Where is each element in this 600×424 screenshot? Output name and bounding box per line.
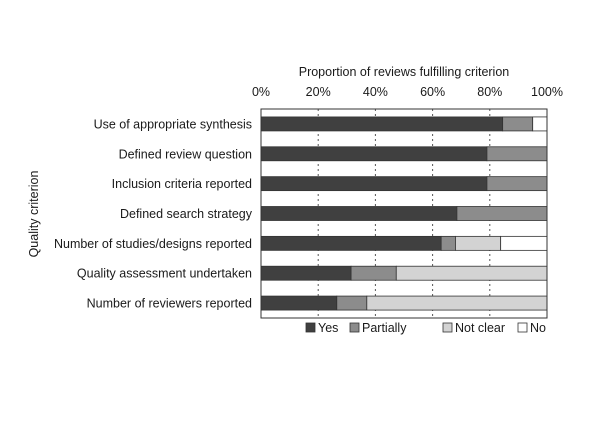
legend-swatch <box>305 322 316 333</box>
bar-segment-partially <box>350 265 397 281</box>
bar-segment-yes <box>260 295 338 311</box>
y-axis-title: Quality criterion <box>27 171 41 258</box>
bar-segment-not-clear <box>455 235 502 251</box>
bar-segment-partially <box>502 116 534 132</box>
x-tick-label: 60% <box>420 85 445 99</box>
legend-label: No <box>530 321 546 335</box>
bars <box>260 116 548 311</box>
bar-segment-partially <box>440 235 456 251</box>
legend-label: Not clear <box>455 321 505 335</box>
x-tick-label: 20% <box>306 85 331 99</box>
bar-segment-partially <box>486 146 548 162</box>
bar-segment-not-clear <box>395 265 548 281</box>
legend-label: Partially <box>362 321 407 335</box>
bar-segment-yes <box>260 176 488 192</box>
bar-segment-not-clear <box>366 295 548 311</box>
bar-segment-partially <box>486 176 548 192</box>
x-tick-label: 80% <box>477 85 502 99</box>
legend: Yes Partially Not clear No <box>305 321 546 335</box>
bar-segment-no <box>500 235 548 251</box>
x-tick-labels: 0% 20% 40% 60% 80% 100% <box>252 85 563 99</box>
x-tick-label: 100% <box>531 85 563 99</box>
category-label: Number of reviewers reported <box>87 297 252 311</box>
bar-segment-yes <box>260 206 458 221</box>
category-label: Inclusion criteria reported <box>112 177 252 191</box>
bar-segment-no <box>532 116 548 132</box>
category-labels: Use of appropriate synthesis Defined revi… <box>54 117 253 310</box>
bar-segment-yes <box>260 235 442 251</box>
bar-segment-yes <box>260 265 352 281</box>
x-tick-label: 40% <box>363 85 388 99</box>
legend-label: Yes <box>318 321 338 335</box>
bar-segment-yes <box>260 116 504 132</box>
bar-segment-partially <box>456 206 548 221</box>
bar-segment-partially <box>336 295 368 311</box>
category-label: Number of studies/designs reported <box>54 237 252 251</box>
plot-frame <box>260 108 548 319</box>
category-label: Defined review question <box>119 147 252 161</box>
category-label: Quality assessment undertaken <box>77 267 252 281</box>
category-label: Use of appropriate synthesis <box>94 117 252 131</box>
axes <box>260 108 548 319</box>
x-axis-title: Proportion of reviews fulfilling criteri… <box>299 65 510 79</box>
legend-swatch <box>349 322 360 333</box>
bar-segment-yes <box>260 146 488 162</box>
x-tick-label: 0% <box>252 85 270 99</box>
category-label: Defined search strategy <box>120 207 253 221</box>
legend-swatch <box>517 322 528 333</box>
legend-swatch <box>442 322 453 333</box>
